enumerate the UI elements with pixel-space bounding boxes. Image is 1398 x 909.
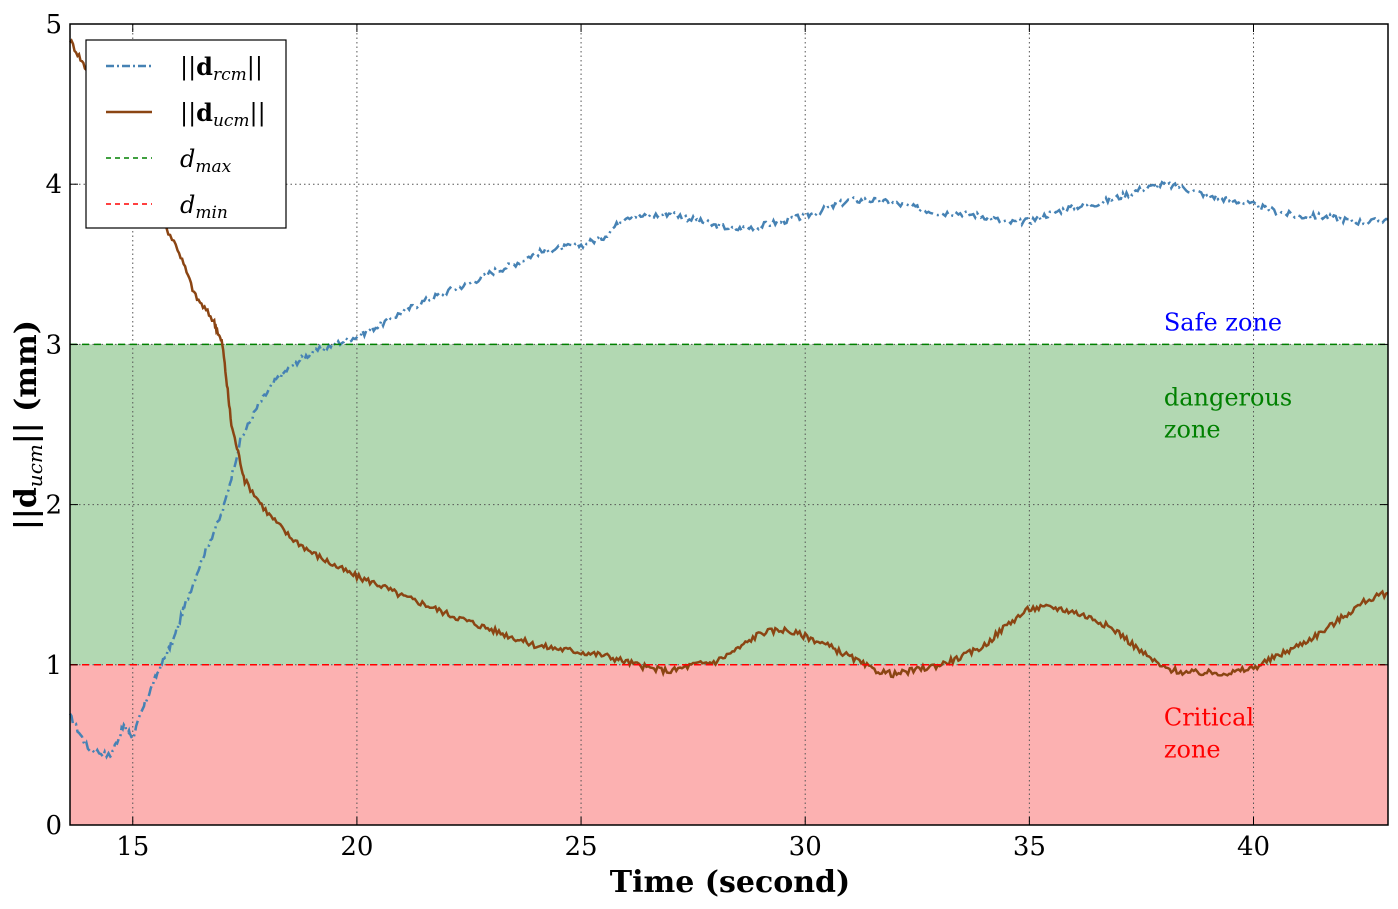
x-axis-label: Time (second) bbox=[610, 865, 850, 900]
legend-box bbox=[85, 39, 287, 229]
zone-label-2-1: zone bbox=[1164, 736, 1221, 764]
x-tick-label-35: 35 bbox=[1013, 832, 1046, 862]
zone-labels: Safe zone dangerous zone Critical zone bbox=[1164, 308, 1292, 763]
series-line-1 bbox=[69, 38, 1389, 679]
x-tick-label-20: 20 bbox=[340, 832, 373, 862]
tick-marks bbox=[70, 23, 1388, 826]
series-lines bbox=[68, 38, 1389, 760]
tick-labels: 15 20 25 30 35 40 0 1 2 3 4 5 bbox=[45, 10, 1270, 862]
legend: ||drcm|| ||ducm|| dmax dmin bbox=[85, 39, 287, 229]
zone-label-1-1: zone bbox=[1164, 415, 1221, 443]
y-tick-label-2: 2 bbox=[45, 491, 62, 521]
legend-label-2: dmax bbox=[180, 145, 232, 177]
y-tick-label-5: 5 bbox=[45, 10, 62, 40]
legend-label-0: ||drcm|| bbox=[180, 52, 263, 85]
x-tick-label-25: 25 bbox=[565, 832, 598, 862]
x-tick-label-15: 15 bbox=[116, 832, 149, 862]
series-line-0 bbox=[68, 180, 1389, 760]
y-tick-label-0: 0 bbox=[45, 811, 62, 841]
y-axis-label: ||ducm|| (mm) bbox=[9, 320, 47, 530]
x-tick-label-40: 40 bbox=[1237, 832, 1270, 862]
y-tick-label-4: 4 bbox=[45, 170, 62, 200]
zone-label-1-0: dangerous bbox=[1164, 383, 1292, 411]
zone-label-2-0: Critical bbox=[1164, 704, 1254, 732]
plot-frame bbox=[69, 23, 1389, 826]
legend-label-1: ||ducm|| bbox=[180, 98, 266, 131]
y-tick-label-3: 3 bbox=[45, 330, 62, 360]
x-tick-label-30: 30 bbox=[789, 832, 822, 862]
zone-label-0-0: Safe zone bbox=[1164, 308, 1282, 336]
zone-fill-2 bbox=[70, 664, 1388, 825]
legend-label-3: dmin bbox=[180, 191, 228, 223]
y-tick-label-1: 1 bbox=[45, 651, 62, 681]
